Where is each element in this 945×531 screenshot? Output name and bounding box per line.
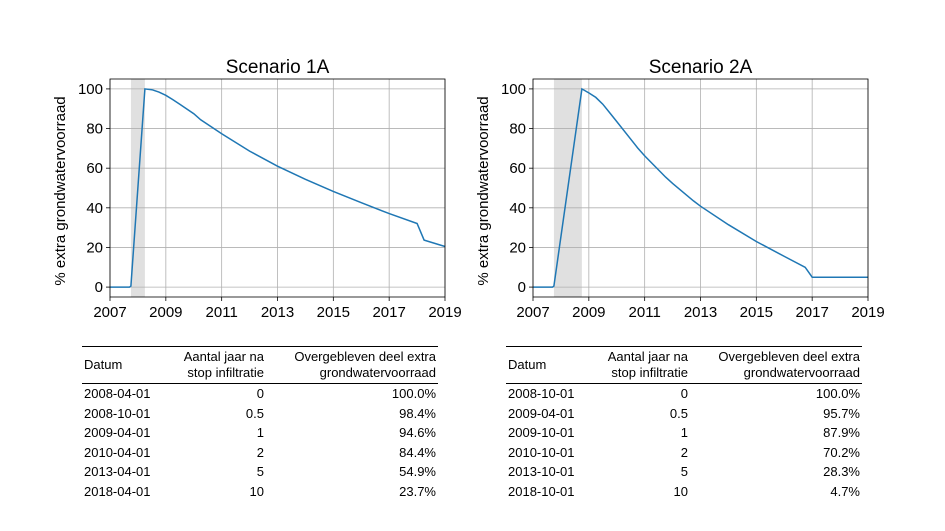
x-tick-label: 2009 <box>149 304 182 321</box>
x-tick-label: 2013 <box>261 304 294 321</box>
cell-aantal-jaar: 0 <box>680 386 688 401</box>
y-tick-label: 100 <box>501 81 526 98</box>
y-tick-label: 100 <box>78 81 103 98</box>
y-tick-label: 80 <box>509 121 526 138</box>
y-axis-label: % extra grondwatervoorraad <box>52 96 69 285</box>
table-top-rule <box>82 346 438 347</box>
y-tick-label: 0 <box>95 279 103 296</box>
table-row: 2009-04-01 0.5 95.7% <box>506 404 862 424</box>
cell-overgebleven-deel: 70.2% <box>823 444 860 460</box>
cell-overgebleven-deel: 100.0% <box>815 386 860 401</box>
x-tick-label: 2015 <box>740 304 773 321</box>
table-row: 2010-10-01 2 70.2% <box>506 443 862 463</box>
table-row: 2018-10-01 10 4.7% <box>506 482 862 502</box>
cell-aantal-jaar: 10 <box>249 483 264 499</box>
cell-overgebleven-deel: 54.9% <box>399 464 436 479</box>
cell-datum: 2009-10-01 <box>508 425 575 440</box>
header-datum: Datum <box>84 357 123 372</box>
cell-datum: 2008-10-01 <box>508 386 575 401</box>
cell-aantal-jaar: 0 <box>256 386 264 401</box>
header-aantal-jaar: Aantal jaar na stop infiltratie <box>183 349 264 380</box>
chart-title: Scenario 1A <box>226 57 330 78</box>
table-row: 2008-10-01 0.5 98.4% <box>82 404 438 424</box>
cell-overgebleven-deel: 28.3% <box>823 464 860 479</box>
table-row: 2018-04-01 10 23.7% <box>82 482 438 502</box>
y-tick-label: 20 <box>509 239 526 256</box>
cell-overgebleven-deel: 23.7% <box>399 483 436 499</box>
x-tick-label: 2011 <box>206 304 238 321</box>
x-tick-label: 2009 <box>572 304 605 321</box>
series-line <box>533 87 868 288</box>
y-tick-label: 60 <box>509 160 526 177</box>
cell-aantal-jaar: 5 <box>256 464 264 479</box>
table-row: 2013-10-01 5 28.3% <box>506 462 862 482</box>
chart-scenario-2a: 2007 2009 2011 2013 2015 2017 2019 0 20 40 60 80 100… <box>475 57 885 321</box>
cell-datum: 2013-10-01 <box>508 464 575 479</box>
header-datum: Datum <box>508 357 547 372</box>
cell-aantal-jaar: 10 <box>673 483 688 499</box>
cell-overgebleven-deel: 95.7% <box>823 405 860 421</box>
cell-overgebleven-deel: 98.4% <box>399 405 436 421</box>
y-tick-label: 60 <box>86 160 103 177</box>
x-tick-label: 2019 <box>851 304 884 321</box>
cell-datum: 2018-10-01 <box>508 483 575 499</box>
table-row: 2013-04-01 5 54.9% <box>82 462 438 482</box>
chart-title: Scenario 2A <box>649 57 753 78</box>
cell-overgebleven-deel: 84.4% <box>399 444 436 460</box>
cell-datum: 2013-04-01 <box>84 464 151 479</box>
header-overgebleven-deel: Overgebleven deel extra grondwatervoorra… <box>294 349 436 380</box>
results-table-scenario-2a: Datum Aantal jaar na stop infiltratie Ov… <box>506 347 862 501</box>
cell-datum: 2008-04-01 <box>84 386 151 401</box>
table-header-row: Datum Aantal jaar na stop infiltratie Ov… <box>82 347 438 384</box>
table-header-row: Datum Aantal jaar na stop infiltratie Ov… <box>506 347 862 384</box>
cell-aantal-jaar: 2 <box>680 444 688 460</box>
cell-overgebleven-deel: 87.9% <box>823 425 860 440</box>
table-row: 2008-04-01 0 100.0% <box>82 384 438 404</box>
table-row: 2009-04-01 1 94.6% <box>82 423 438 443</box>
results-table-scenario-1a: Datum Aantal jaar na stop infiltratie Ov… <box>82 347 438 501</box>
x-tick-label: 2015 <box>317 304 350 321</box>
cell-datum: 2009-04-01 <box>84 425 151 440</box>
cell-aantal-jaar: 0.5 <box>245 405 264 421</box>
cell-overgebleven-deel: 94.6% <box>399 425 436 440</box>
cell-aantal-jaar: 2 <box>256 444 264 460</box>
series-line <box>110 88 446 288</box>
x-tick-label: 2017 <box>795 304 828 321</box>
x-tick-label: 2007 <box>516 304 549 321</box>
cell-aantal-jaar: 0.5 <box>669 405 688 421</box>
cell-aantal-jaar: 1 <box>256 425 264 440</box>
cell-datum: 2010-10-01 <box>508 444 575 460</box>
y-axis-label: % extra grondwatervoorraad <box>475 96 492 285</box>
cell-datum: 2018-04-01 <box>84 483 151 499</box>
y-tick-label: 0 <box>518 279 526 296</box>
table-row: 2009-10-01 1 87.9% <box>506 423 862 443</box>
y-tick-label: 80 <box>86 121 103 138</box>
chart-scenario-1a: 2007 2009 2011 2013 2015 2017 2019 0 20 40 60 80 100… <box>52 57 462 321</box>
x-tick-label: 2011 <box>629 304 661 321</box>
x-tick-label: 2007 <box>93 304 126 321</box>
cell-datum: 2009-04-01 <box>508 405 575 421</box>
y-tick-label: 40 <box>509 200 526 217</box>
x-tick-label: 2019 <box>428 304 461 321</box>
plot-frame <box>532 78 869 298</box>
y-tick-label: 20 <box>86 239 103 256</box>
cell-overgebleven-deel: 4.7% <box>830 483 860 499</box>
cell-aantal-jaar: 1 <box>680 425 688 440</box>
y-tick-label: 40 <box>86 200 103 217</box>
table-row: 2010-04-01 2 84.4% <box>82 443 438 463</box>
cell-aantal-jaar: 5 <box>680 464 688 479</box>
table-top-rule <box>506 346 862 347</box>
cell-datum: 2010-04-01 <box>84 444 151 460</box>
header-aantal-jaar: Aantal jaar na stop infiltratie <box>607 349 688 380</box>
x-tick-label: 2013 <box>684 304 717 321</box>
plot-frame <box>109 78 446 298</box>
x-tick-label: 2017 <box>372 304 405 321</box>
table-row: 2008-10-01 0 100.0% <box>506 384 862 404</box>
header-overgebleven-deel: Overgebleven deel extra grondwatervoorra… <box>718 349 860 380</box>
cell-overgebleven-deel: 100.0% <box>391 386 436 401</box>
cell-datum: 2008-10-01 <box>84 405 151 421</box>
